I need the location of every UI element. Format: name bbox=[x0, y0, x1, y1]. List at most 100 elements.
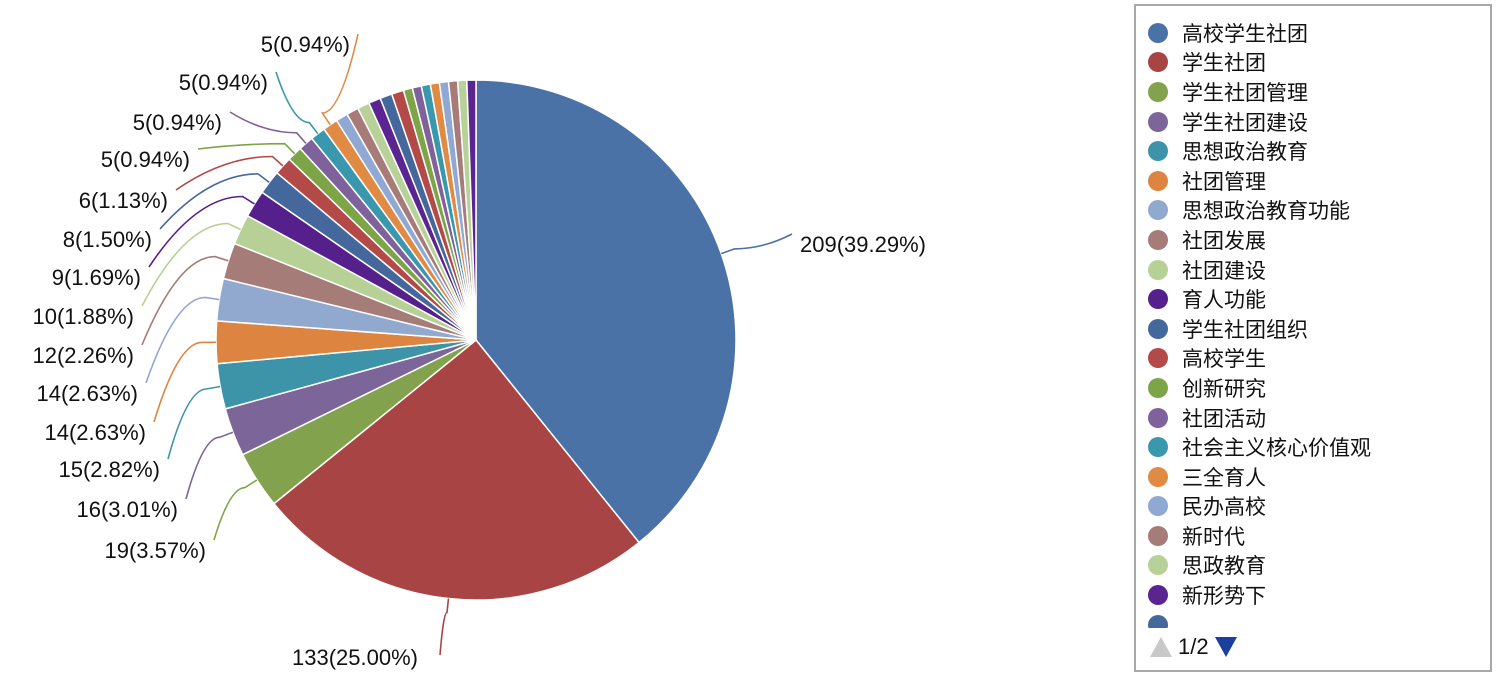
legend-label: 社团发展 bbox=[1182, 228, 1266, 253]
legend-item[interactable]: 育人功能 bbox=[1148, 284, 1488, 314]
legend-item[interactable]: 学生社团组织 bbox=[1148, 314, 1488, 344]
legend-item[interactable]: 新时代 bbox=[1148, 521, 1488, 551]
label-leader-line bbox=[213, 479, 258, 541]
legend-item[interactable]: 创新研究 bbox=[1148, 373, 1488, 403]
legend-label: 高校学生 bbox=[1182, 347, 1266, 372]
legend-color-dot-icon bbox=[1148, 229, 1168, 250]
legend-item[interactable]: 社会主义核心价值观 bbox=[1148, 432, 1488, 462]
legend-item[interactable]: 社团发展 bbox=[1148, 225, 1488, 255]
slice-data-label: 5(0.94%) bbox=[261, 32, 350, 57]
legend-label: 社团活动 bbox=[1182, 406, 1266, 431]
slice-data-label: 16(3.01%) bbox=[76, 497, 178, 522]
legend-item[interactable] bbox=[1148, 610, 1488, 628]
legend-color-dot-icon bbox=[1148, 585, 1168, 606]
legend-color-dot-icon bbox=[1148, 466, 1168, 487]
legend-color-dot-icon bbox=[1148, 259, 1168, 280]
pie-chart-svg: 209(39.29%) 133(25.00%) 19(3.57%) 16(3.01%)… bbox=[32, 32, 926, 670]
legend-label: 社团管理 bbox=[1182, 169, 1266, 194]
legend-item[interactable]: 新形势下 bbox=[1148, 580, 1488, 610]
label-leader-line bbox=[159, 173, 270, 230]
label-leader-line bbox=[167, 385, 221, 460]
legend: 高校学生社团学生社团学生社团管理 学生社团建设 思想政治教育 社团管理思想政治教育功能… bbox=[1134, 4, 1492, 672]
slice-data-label: 6(1.13%) bbox=[79, 188, 168, 213]
legend-item[interactable]: 高校学生 bbox=[1148, 344, 1488, 374]
legend-item[interactable]: 高校学生社团 bbox=[1148, 18, 1488, 48]
slice-data-label: 14(2.63%) bbox=[44, 420, 146, 445]
legend-item[interactable]: 思想政治教育功能 bbox=[1148, 196, 1488, 226]
label-leader-line bbox=[720, 233, 793, 255]
legend-color-dot-icon bbox=[1148, 525, 1168, 546]
pie-slice[interactable] bbox=[272, 338, 641, 601]
legend-color-dot-icon bbox=[1148, 407, 1168, 428]
legend-color-dot-icon bbox=[1148, 81, 1168, 102]
label-leader-line bbox=[275, 71, 319, 135]
legend-item[interactable]: 学生社团管理 bbox=[1148, 77, 1488, 107]
legend-label: 民办高校 bbox=[1182, 495, 1266, 520]
legend-color-dot-icon bbox=[1148, 52, 1168, 73]
legend-label: 新形势下 bbox=[1182, 584, 1266, 609]
label-leader-line bbox=[175, 155, 284, 191]
legend-label: 育人功能 bbox=[1182, 288, 1266, 313]
label-leader-line bbox=[197, 142, 296, 155]
slice-data-label: 5(0.94%) bbox=[179, 70, 268, 95]
slice-data-label: 10(1.88%) bbox=[32, 304, 134, 329]
label-leader-line bbox=[153, 341, 217, 423]
legend-label: 学生社团组织 bbox=[1182, 317, 1308, 342]
pie-chart: 209(39.29%) 133(25.00%) 19(3.57%) 16(3.01%)… bbox=[32, 32, 926, 670]
legend-label: 社团建设 bbox=[1182, 258, 1266, 283]
legend-label: 思想政治教育 bbox=[1182, 140, 1308, 165]
slice-data-label: 8(1.50%) bbox=[63, 227, 152, 252]
legend-label: 思想政治教育功能 bbox=[1182, 199, 1350, 224]
legend-color-dot-icon bbox=[1148, 437, 1168, 458]
label-leader-line bbox=[320, 33, 359, 126]
legend-label: 新时代 bbox=[1182, 524, 1245, 549]
label-leader-line bbox=[148, 195, 255, 268]
legend-color-dot-icon bbox=[1148, 289, 1168, 310]
legend-item[interactable]: 思政教育 bbox=[1148, 551, 1488, 581]
legend-item[interactable]: 三全育人 bbox=[1148, 462, 1488, 492]
legend-color-dot-icon bbox=[1148, 200, 1168, 221]
slice-data-label: 14(2.63%) bbox=[36, 381, 138, 406]
label-leader-line bbox=[141, 255, 229, 346]
legend-label: 学生社团 bbox=[1182, 51, 1266, 76]
legend-item[interactable]: 社团活动 bbox=[1148, 403, 1488, 433]
legend-label: 社会主义核心价值观 bbox=[1182, 436, 1371, 461]
legend-color-dot-icon bbox=[1148, 141, 1168, 162]
legend-item[interactable]: 学生社团建设 bbox=[1148, 107, 1488, 137]
legend-item[interactable]: 社团管理 bbox=[1148, 166, 1488, 196]
triangle-up-icon[interactable] bbox=[1150, 637, 1172, 657]
pie-slice[interactable] bbox=[466, 79, 477, 341]
legend-color-dot-icon bbox=[1148, 555, 1168, 576]
legend-list: 高校学生社团学生社团学生社团管理 学生社团建设 思想政治教育 社团管理思想政治教育功能… bbox=[1148, 18, 1488, 628]
legend-label: 思政教育 bbox=[1182, 554, 1266, 579]
legend-color-dot-icon bbox=[1148, 496, 1168, 517]
slice-data-label: 9(1.69%) bbox=[52, 265, 141, 290]
slice-data-label: 133(25.00%) bbox=[292, 645, 418, 670]
slice-data-label: 12(2.26%) bbox=[32, 343, 134, 368]
legend-item[interactable]: 民办高校 bbox=[1148, 492, 1488, 522]
label-leader-line bbox=[141, 222, 242, 307]
slice-data-label: 5(0.94%) bbox=[133, 110, 222, 135]
legend-label: 创新研究 bbox=[1182, 376, 1266, 401]
legend-label: 三全育人 bbox=[1182, 465, 1266, 490]
legend-color-dot-icon bbox=[1148, 170, 1168, 191]
legend-page-indicator: 1/2 bbox=[1178, 634, 1209, 659]
legend-pager: 1/2 bbox=[1150, 634, 1237, 660]
legend-item[interactable]: 社团建设 bbox=[1148, 255, 1488, 285]
triangle-down-icon[interactable] bbox=[1214, 637, 1237, 657]
label-leader-line bbox=[145, 296, 220, 384]
slice-data-label: 5(0.94%) bbox=[101, 147, 190, 172]
legend-label: 学生社团管理 bbox=[1182, 80, 1308, 105]
legend-color-dot-icon bbox=[1148, 318, 1168, 339]
legend-item[interactable]: 学生社团 bbox=[1148, 48, 1488, 78]
label-leader-line bbox=[229, 111, 307, 144]
legend-color-dot-icon bbox=[1148, 614, 1168, 628]
legend-color-dot-icon bbox=[1148, 348, 1168, 369]
legend-color-dot-icon bbox=[1148, 377, 1168, 398]
label-leader-line bbox=[185, 431, 234, 500]
legend-color-dot-icon bbox=[1148, 22, 1168, 43]
legend-item[interactable]: 思想政治教育 bbox=[1148, 136, 1488, 166]
slice-data-label: 209(39.29%) bbox=[800, 232, 926, 257]
slice-data-label: 15(2.82%) bbox=[58, 457, 160, 482]
legend-label: 学生社团建设 bbox=[1182, 110, 1308, 135]
